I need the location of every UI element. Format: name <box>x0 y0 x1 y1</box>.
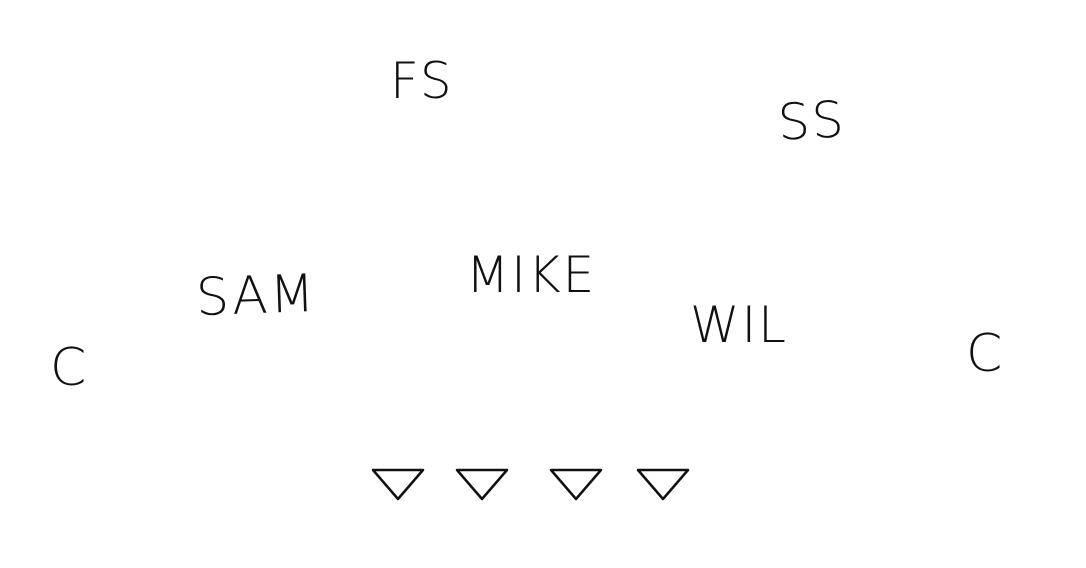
wil-linebacker-label: WIL <box>690 296 789 354</box>
mike-linebacker-label: MIKE <box>466 246 597 304</box>
down-triangle-icon <box>549 468 603 501</box>
down-triangle-icon <box>636 468 690 501</box>
free-safety-label: FS <box>390 52 454 110</box>
down-triangle-icon <box>371 468 425 501</box>
left-cornerback-label: C <box>50 338 89 398</box>
down-triangle-icon <box>455 468 509 501</box>
right-cornerback-label: C <box>966 324 1005 384</box>
